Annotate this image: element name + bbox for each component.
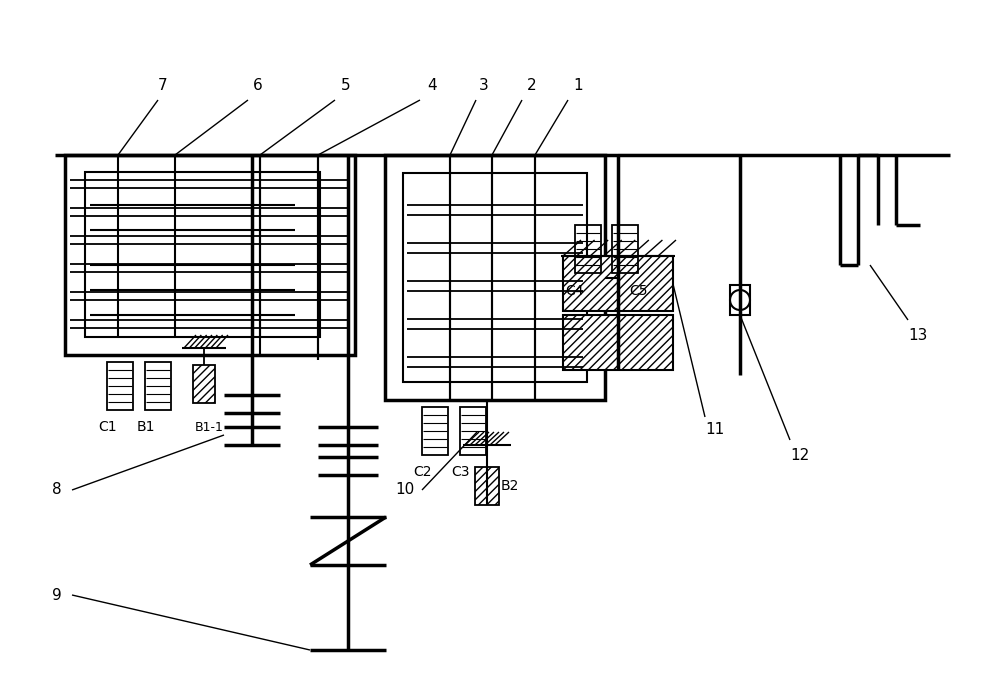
Bar [145, 362, 171, 410]
Text: 5: 5 [341, 77, 351, 92]
Text: 12: 12 [790, 447, 809, 462]
Bar [475, 467, 499, 505]
Text: B1: B1 [137, 420, 155, 434]
Text: 9: 9 [52, 588, 62, 603]
Text: C2: C2 [414, 465, 432, 479]
Bar [385, 155, 605, 400]
Bar [612, 225, 638, 273]
Text: C5: C5 [630, 284, 648, 298]
Text: 13: 13 [908, 327, 927, 342]
Text: 3: 3 [479, 77, 489, 92]
Bar [422, 407, 448, 455]
Text: C1: C1 [99, 420, 117, 434]
Text: 7: 7 [158, 77, 168, 92]
Bar [107, 362, 133, 410]
Text: C3: C3 [452, 465, 470, 479]
Text: 6: 6 [253, 77, 263, 92]
Bar [403, 173, 587, 382]
Bar [575, 225, 601, 273]
Bar [193, 365, 215, 403]
Text: 8: 8 [52, 482, 62, 497]
Bar [563, 256, 673, 311]
Text: 11: 11 [705, 423, 724, 438]
Bar [85, 172, 320, 337]
Bar [730, 285, 750, 315]
Text: 1: 1 [573, 77, 583, 92]
Bar [65, 155, 355, 355]
Text: 4: 4 [427, 77, 437, 92]
Bar [460, 407, 486, 455]
Text: 2: 2 [527, 77, 537, 92]
Text: B2: B2 [501, 479, 519, 493]
Bar [563, 315, 673, 370]
Text: B1-1: B1-1 [195, 421, 223, 434]
Text: 10: 10 [395, 482, 414, 497]
Text: C4: C4 [565, 284, 583, 298]
